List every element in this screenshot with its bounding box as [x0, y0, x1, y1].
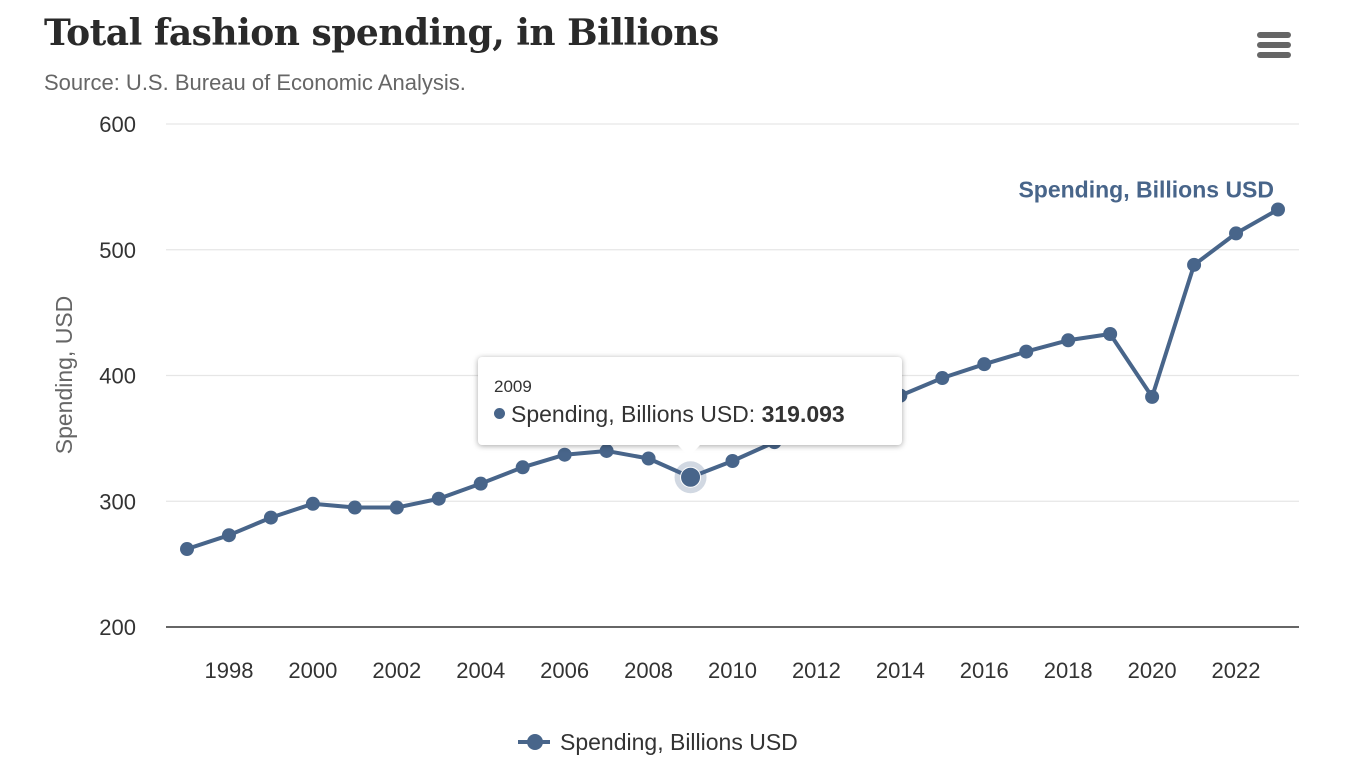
y-tick-label: 400 — [99, 364, 136, 389]
data-point[interactable] — [263, 510, 278, 525]
data-point[interactable] — [389, 500, 404, 515]
series-end-label: Spending, Billions USD — [1018, 177, 1274, 203]
y-axis-label: Spending, USD — [51, 296, 77, 455]
legend-line-marker-icon — [516, 726, 552, 758]
x-tick-label: 2016 — [960, 658, 1009, 683]
data-point[interactable] — [725, 454, 740, 469]
x-tick-label: 2018 — [1044, 658, 1093, 683]
data-point[interactable] — [347, 500, 362, 515]
data-point[interactable] — [935, 371, 950, 386]
data-point[interactable] — [1229, 226, 1244, 241]
y-tick-label: 200 — [99, 615, 136, 640]
y-tick-label: 500 — [99, 238, 136, 263]
x-tick-label: 1998 — [204, 658, 253, 683]
x-tick-label: 2022 — [1212, 658, 1261, 683]
x-tick-label: 2004 — [456, 658, 505, 683]
x-tick-label: 2002 — [372, 658, 421, 683]
data-point[interactable] — [473, 476, 488, 491]
data-point[interactable] — [1271, 202, 1285, 217]
x-tick-label: 2000 — [288, 658, 337, 683]
data-point[interactable] — [221, 528, 236, 543]
data-point[interactable] — [1187, 257, 1202, 272]
x-tick-label: 2006 — [540, 658, 589, 683]
data-point[interactable] — [1019, 344, 1034, 359]
data-point[interactable] — [305, 496, 320, 511]
x-tick-label: 2012 — [792, 658, 841, 683]
x-tick-label: 2014 — [876, 658, 925, 683]
x-tick-label: 2008 — [624, 658, 673, 683]
tooltip-arrow — [678, 445, 700, 457]
tooltip-line: Spending, Billions USD: 319.093 — [494, 401, 845, 428]
data-point[interactable] — [431, 491, 446, 506]
data-point[interactable] — [1145, 389, 1160, 404]
data-point[interactable] — [515, 460, 530, 475]
x-tick-label: 2010 — [708, 658, 757, 683]
data-point[interactable] — [977, 357, 992, 372]
chart-subtitle: Source: U.S. Bureau of Economic Analysis… — [44, 70, 466, 95]
data-point[interactable] — [599, 443, 614, 458]
data-point[interactable] — [1103, 327, 1118, 342]
tooltip-series-dot-icon — [494, 408, 505, 419]
data-point[interactable] — [557, 447, 572, 462]
tooltip-year: 2009 — [494, 377, 532, 396]
legend-item[interactable]: Spending, Billions USD — [516, 726, 798, 758]
tooltip: 2009 Spending, Billions USD: 319.093 — [478, 357, 902, 457]
data-point[interactable] — [1061, 333, 1076, 348]
y-tick-label: 600 — [99, 112, 136, 137]
x-tick-label: 2020 — [1128, 658, 1177, 683]
y-tick-label: 300 — [99, 489, 136, 514]
tooltip-series-label: Spending, Billions USD: — [511, 401, 756, 427]
chart-title: Total fashion spending, in Billions — [44, 12, 719, 54]
data-point[interactable] — [180, 542, 194, 557]
tooltip-value: 319.093 — [761, 401, 845, 427]
data-point-hovered[interactable] — [680, 466, 702, 488]
data-point[interactable] — [641, 451, 656, 466]
legend-label: Spending, Billions USD — [560, 728, 798, 755]
hamburger-menu-icon[interactable] — [1254, 32, 1294, 68]
